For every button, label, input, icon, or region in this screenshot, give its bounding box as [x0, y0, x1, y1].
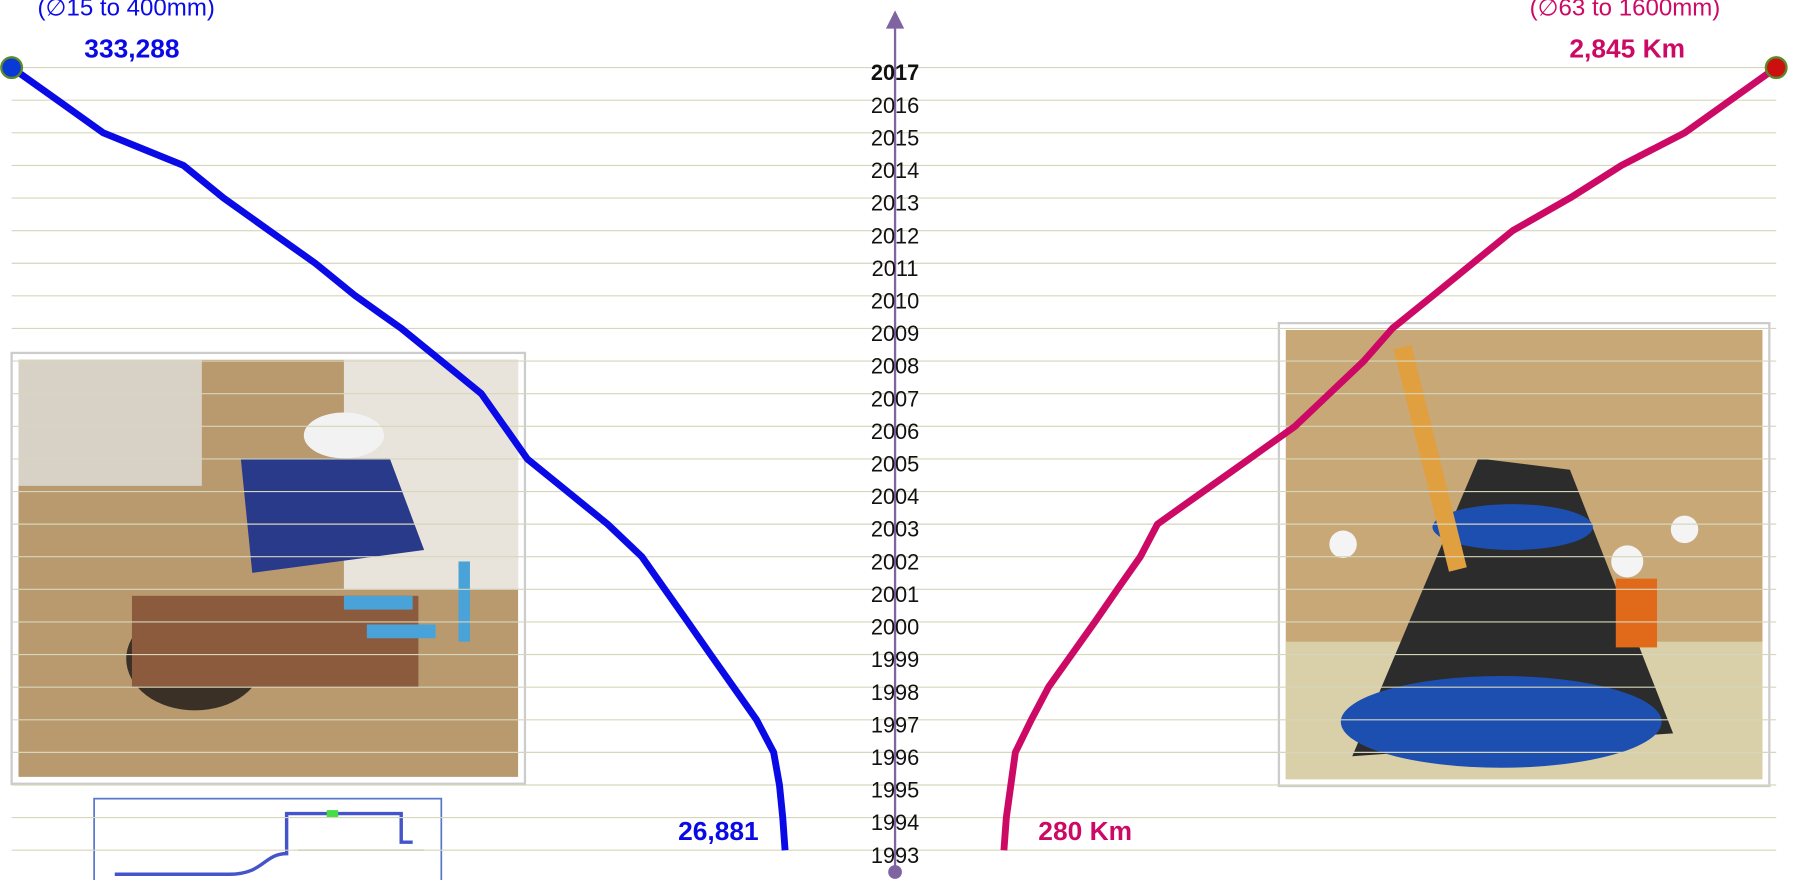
- subtitle: (∅63 to 1600mm): [1530, 0, 1721, 22]
- y-tick-label: 1997: [871, 712, 919, 737]
- y-tick-label: 2007: [871, 386, 919, 411]
- y-tick-label: 1994: [871, 810, 919, 835]
- y-tick-label: 2017: [871, 60, 919, 85]
- subtitle: (∅15 to 400mm): [38, 0, 215, 22]
- y-tick-label: 2001: [871, 582, 919, 607]
- y-tick-label: 1996: [871, 745, 919, 770]
- y-tick-label: 2002: [871, 549, 919, 574]
- photo-left: [10, 351, 527, 785]
- axis-origin: [888, 865, 902, 879]
- end-point: [0, 56, 24, 80]
- y-tick-label: 2012: [871, 223, 919, 248]
- y-tick-label: 1999: [871, 647, 919, 672]
- y-tick-label: 2015: [871, 125, 919, 150]
- y-tick-label: 2013: [871, 191, 919, 216]
- y-tick-label: 2006: [871, 419, 919, 444]
- y-tick-label: 2016: [871, 93, 919, 118]
- y-tick-label: 2003: [871, 517, 919, 542]
- marks: 1993 1994 1995 1996 1997 1998 1999 2000 2001 2002…: [0, 33, 1788, 868]
- y-tick-label: 2011: [872, 256, 919, 281]
- y-tick-label: 2000: [871, 615, 919, 640]
- y-tick-label: 2008: [871, 354, 919, 379]
- value-label: 333,288: [84, 33, 179, 63]
- y-tick-label: 1995: [871, 778, 919, 803]
- y-tick-label: 2014: [871, 158, 919, 183]
- photo-right: [1277, 321, 1771, 788]
- value-label: 280 Km: [1038, 816, 1132, 846]
- value-label: 2,845 Km: [1569, 33, 1685, 63]
- line: [1000, 64, 1779, 851]
- value-label: 26,881: [678, 816, 759, 846]
- y-tick-label: 1993: [871, 843, 919, 868]
- line: [9, 64, 789, 851]
- diagram-thumbnail: [93, 797, 443, 880]
- y-tick-label: 1998: [871, 680, 919, 705]
- end-point: [1764, 56, 1788, 80]
- y-tick-label: 2004: [871, 484, 919, 509]
- y-tick-label: 2005: [871, 452, 919, 477]
- y-tick-label: 2010: [871, 288, 919, 313]
- axis-arrow: [885, 10, 905, 29]
- y-tick-label: 2009: [871, 321, 919, 346]
